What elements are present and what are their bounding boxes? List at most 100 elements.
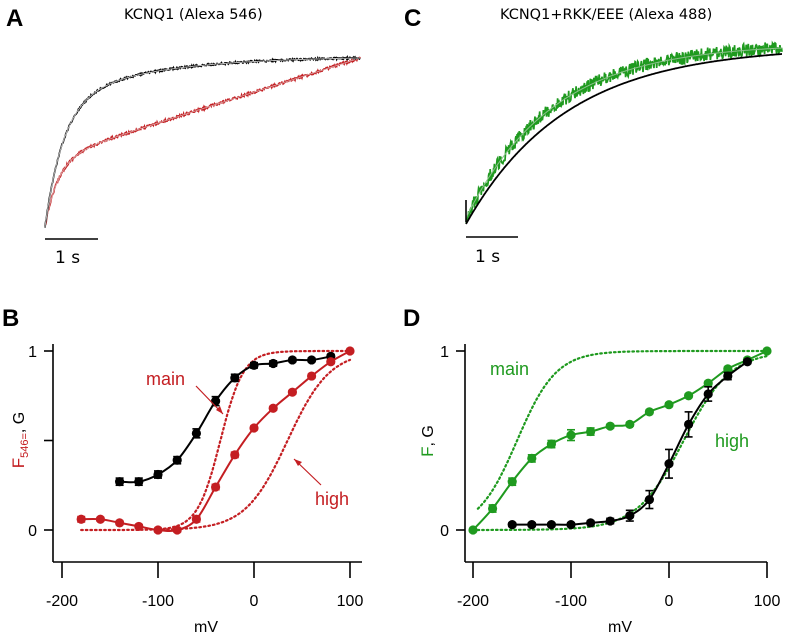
panel-b-point-f546: [134, 521, 144, 532]
panel-b-xtick-label: 100: [337, 593, 364, 610]
panel-d-point-g: [684, 419, 694, 429]
svg-text:F546=, G: F546=, G: [9, 412, 31, 469]
panel-b-arrowhead-main: [216, 406, 223, 414]
panel-b-point-g: [287, 355, 297, 365]
panel-b-plot: main high: [76, 346, 355, 535]
panel-b-point-f546: [249, 423, 259, 433]
panel-b-point-f546: [95, 514, 105, 524]
panel-b-ylabel-g: , G: [11, 412, 28, 433]
panel-b-point-g: [307, 355, 317, 365]
panel-d-xtick-label: 100: [754, 593, 781, 610]
panel-a-red-fit: [44, 57, 361, 228]
panel-b-point-f546: [76, 514, 86, 524]
panel-d-point-f488: [586, 426, 596, 437]
panel-d-ylabel: F, G: [418, 425, 437, 457]
panel-a-black-fit: [44, 57, 360, 228]
panel-d: D 0 1 -200 -100 0 100 main high mV F, G: [403, 305, 780, 635]
panel-d-point-f488: [605, 421, 615, 431]
panel-b-point-f546: [345, 346, 355, 356]
panel-d-xtick-label: 0: [665, 593, 674, 610]
panel-b-ylabel-f: F: [9, 458, 28, 468]
panel-b-point-g: [134, 477, 144, 487]
panel-d-point-g: [605, 516, 615, 526]
panel-d-xtick-label: -100: [555, 593, 587, 610]
panel-d-annotation-high: high: [715, 431, 749, 451]
panel-c-scale-label: 1 s: [475, 247, 500, 267]
panel-b-point-f546: [307, 371, 317, 381]
panel-letter-a: A: [6, 5, 23, 32]
panel-b-fit-high: [156, 358, 352, 531]
panel-b-ylabel: F546=, G: [9, 412, 31, 469]
panel-d-point-g: [566, 520, 576, 530]
panel-d-point-g: [644, 494, 655, 505]
panel-b-xtick-label: 0: [250, 593, 259, 610]
panel-b-point-g: [268, 358, 278, 369]
panel-b-point-f546: [287, 387, 297, 397]
panel-d-point-f488: [644, 407, 655, 417]
panel-d-point-f488: [566, 430, 576, 440]
panel-letter-c: C: [404, 5, 421, 32]
panel-d-point-f488: [488, 503, 498, 514]
panel-b-ytick-label: 0: [28, 523, 37, 540]
panel-d-point-f488: [762, 346, 772, 356]
panel-a-black-trace: [44, 54, 361, 228]
panel-d-annotation-main: main: [490, 359, 529, 379]
panel-d-point-g: [703, 389, 713, 399]
panel-b-point-f546: [268, 403, 278, 413]
panel-d-ytick-label: 1: [440, 344, 449, 361]
panel-b-ytick-label: 1: [28, 344, 37, 361]
panel-d-point-g: [742, 357, 753, 367]
panel-b-point-g: [249, 360, 259, 370]
panel-d-point-g: [546, 520, 557, 530]
panel-b-annotation-high: high: [315, 489, 349, 509]
panel-c-traces: [465, 40, 783, 225]
panel-b-point-f546: [326, 357, 336, 367]
panel-a-scale-label: 1 s: [55, 248, 80, 268]
panel-b: B 0 1 -200 -100 0 100 main high mV F546=, G: [2, 305, 363, 635]
panel-d-xlabel: mV: [608, 619, 632, 635]
panel-letter-d: D: [403, 305, 420, 332]
svg-text:F, G: F, G: [418, 425, 437, 457]
panel-d-point-g: [507, 520, 517, 530]
panel-letter-b: B: [2, 305, 19, 332]
panel-d-point-f488: [507, 477, 517, 487]
panel-b-point-f546: [153, 525, 163, 535]
panel-b-arrowhead-high: [294, 459, 302, 466]
panel-b-xlabel: mV: [194, 619, 218, 635]
panel-d-line-f488: [472, 350, 768, 531]
panel-c: C KCNQ1+RKK/EEE (Alexa 488) 1 s: [404, 5, 783, 267]
panel-d-point-g: [527, 520, 537, 530]
panel-d-xtick-label: -200: [457, 593, 489, 610]
panel-d-point-f488: [684, 391, 694, 401]
panel-d-point-f488: [723, 364, 733, 374]
panel-d-ytick-label: 0: [440, 523, 449, 540]
panel-a-title: KCNQ1 (Alexa 546): [124, 7, 263, 23]
panel-d-fit-main: [476, 349, 768, 510]
panel-d-ylabel-g: , G: [420, 425, 437, 446]
panel-b-point-f546: [230, 450, 240, 460]
panel-d-point-g: [625, 511, 635, 521]
panel-a: A KCNQ1 (Alexa 546) 1 s: [6, 5, 361, 268]
panel-a-red-trace: [44, 56, 361, 227]
panel-b-xtick-label: -200: [46, 593, 78, 610]
panel-c-title: KCNQ1+RKK/EEE (Alexa 488): [500, 7, 712, 23]
panel-b-axes: 0 1 -200 -100 0 100: [28, 344, 363, 610]
panel-b-point-g: [211, 396, 221, 406]
panel-b-point-f546: [172, 525, 182, 535]
panel-b-point-g: [153, 469, 163, 480]
panel-d-point-f488: [664, 400, 674, 410]
panel-d-point-g: [723, 371, 733, 381]
panel-d-axes: 0 1 -200 -100 0 100: [440, 344, 780, 610]
panel-d-point-g: [586, 518, 596, 528]
panel-d-ylabel-f: F: [418, 446, 437, 456]
panel-b-point-f546: [211, 482, 221, 492]
panel-b-annotation-main: main: [146, 369, 185, 389]
panel-b-xtick-label: -100: [142, 593, 174, 610]
panel-b-fit-main: [80, 349, 352, 532]
panel-d-plot: main high: [468, 346, 772, 535]
panel-b-ylabel-sub: 546=: [19, 433, 31, 458]
panel-d-point-f488: [468, 525, 478, 535]
panel-b-point-f546: [191, 514, 201, 524]
panel-b-point-g: [115, 477, 125, 487]
